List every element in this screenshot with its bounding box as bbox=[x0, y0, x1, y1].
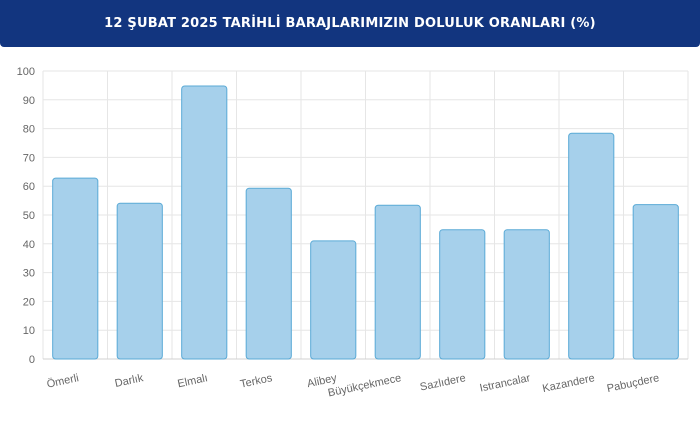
y-axis-ticks: 0 10 20 30 40 50 60 70 80 90 100 bbox=[17, 66, 35, 366]
bar-pabu-dere[interactable] bbox=[632, 204, 679, 360]
y-tick-label: 10 bbox=[23, 325, 35, 337]
bar-terkos[interactable] bbox=[245, 187, 292, 360]
chart-area: 0 10 20 30 40 50 60 70 80 90 100 Ömerli Darlık Elmal… bbox=[0, 47, 700, 433]
bar-darl-k[interactable] bbox=[116, 202, 163, 360]
bar-layer bbox=[52, 85, 679, 360]
x-tick-label: Sazlıdere bbox=[419, 372, 467, 393]
bar-elmal-[interactable] bbox=[181, 85, 228, 360]
bar-b-y-k-ekmece[interactable] bbox=[374, 204, 421, 360]
y-tick-label: 50 bbox=[23, 210, 35, 222]
x-axis-ticks: Ömerli Darlık Elmalı Terkos AlibeyBüyükçekme… bbox=[46, 372, 661, 399]
chart-header: 12 ŞUBAT 2025 TARİHLİ BARAJLARIMIZIN DOL… bbox=[0, 0, 700, 47]
y-tick-label: 60 bbox=[23, 181, 35, 193]
y-tick-label: 20 bbox=[23, 296, 35, 308]
bar-kazandere[interactable] bbox=[568, 132, 615, 360]
y-tick-label: 40 bbox=[23, 239, 35, 251]
x-tick-label: Kazandere bbox=[541, 372, 596, 395]
x-tick-label: Büyükçekmece bbox=[327, 372, 402, 399]
x-tick-label: Darlık bbox=[114, 372, 145, 390]
chart-title: 12 ŞUBAT 2025 TARİHLİ BARAJLARIMIZIN DOL… bbox=[104, 16, 596, 31]
bar--merli[interactable] bbox=[52, 177, 99, 360]
y-tick-label: 100 bbox=[17, 66, 35, 78]
y-tick-label: 80 bbox=[23, 124, 35, 136]
bar-alibey[interactable] bbox=[310, 240, 357, 360]
bar-chart: 0 10 20 30 40 50 60 70 80 90 100 Ömerli Darlık Elmal… bbox=[17, 66, 689, 399]
bar-istrancalar[interactable] bbox=[503, 229, 550, 360]
x-tick-label: Pabuçdere bbox=[606, 372, 661, 395]
y-tick-label: 30 bbox=[23, 268, 35, 280]
x-tick-label: Istrancalar bbox=[479, 372, 532, 394]
bar-sazl-dere[interactable] bbox=[439, 229, 486, 360]
x-tick-label: Elmalı bbox=[176, 372, 208, 390]
x-tick-label: Ömerli bbox=[46, 372, 80, 390]
y-tick-label: 70 bbox=[23, 152, 35, 164]
y-tick-label: 0 bbox=[29, 354, 35, 366]
y-tick-label: 90 bbox=[23, 95, 35, 107]
x-tick-label: Terkos bbox=[239, 372, 274, 391]
